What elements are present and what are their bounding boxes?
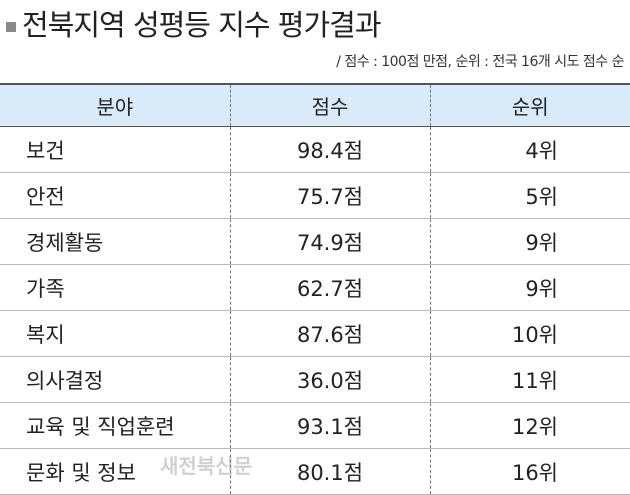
column-header: 점수: [230, 83, 431, 127]
cell: 경제활동: [0, 218, 231, 265]
cell: 12위: [430, 402, 630, 449]
cell: 교육 및 직업훈련: [0, 402, 231, 449]
cell: 98.4점: [230, 126, 431, 173]
watermark: 새전북신문: [160, 454, 252, 478]
cell: 36.0점: [230, 356, 431, 403]
cell: 5위: [430, 172, 630, 219]
table-row: 경제활동 74.9점 9위: [0, 218, 630, 265]
table-row: 안전 75.7점 5위: [0, 172, 630, 219]
cell: 안전: [0, 172, 231, 219]
table-row: 복지 87.6점 10위: [0, 310, 630, 357]
cell: 보건: [0, 126, 231, 173]
bullet: [6, 22, 16, 32]
note: / 점수 : 100점 만점, 순위 : 전국 16개 시도 점수 순: [336, 54, 624, 70]
cell: 16위: [430, 448, 630, 495]
cell: 4위: [430, 126, 630, 173]
cell: 복지: [0, 310, 231, 357]
table-body: 보건 98.4점 4위 안전 75.7점 5위 경제활동 74.9점 9위 가족 62.7점 9위 복지…: [0, 126, 630, 495]
cell: 87.6점: [230, 310, 431, 357]
cell: 10위: [430, 310, 630, 357]
table-row: 의사결정 36.0점 11위: [0, 356, 630, 403]
cell: 문화 및 정보: [0, 448, 231, 495]
header-row: 분야 점수 순위: [0, 83, 630, 127]
cell: 의사결정: [0, 356, 231, 403]
title-block: 전북지역 성평등 지수 평가결과: [6, 2, 381, 44]
cell: 9위: [430, 218, 630, 265]
table-row: 가족 62.7점 9위: [0, 264, 630, 311]
cell: 가족: [0, 264, 231, 311]
title: 전북지역 성평등 지수 평가결과: [22, 8, 381, 42]
table: 분야 점수 순위 보건 98.4점 4위 안전 75.7점 5위 경제활동 74.9점 9위 가족 62…: [0, 83, 630, 495]
cell: 75.7점: [230, 172, 431, 219]
cell: 62.7점: [230, 264, 431, 311]
column-header: 분야: [0, 83, 231, 127]
cell: 9위: [430, 264, 630, 311]
cell: 80.1점: [230, 448, 431, 495]
table-row: 보건 98.4점 4위: [0, 126, 630, 173]
cell: 93.1점: [230, 402, 431, 449]
table-row: 교육 및 직업훈련 93.1점 12위: [0, 402, 630, 449]
table-row: 문화 및 정보 80.1점 16위: [0, 448, 630, 495]
column-header: 순위: [430, 83, 630, 127]
cell: 11위: [430, 356, 630, 403]
cell: 74.9점: [230, 218, 431, 265]
